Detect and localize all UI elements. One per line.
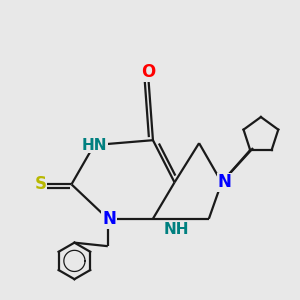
Text: N: N [218, 173, 232, 191]
Text: O: O [141, 63, 155, 81]
Text: NH: NH [163, 222, 189, 237]
Text: S: S [34, 176, 46, 194]
Text: HN: HN [81, 138, 107, 153]
Text: N: N [102, 210, 116, 228]
